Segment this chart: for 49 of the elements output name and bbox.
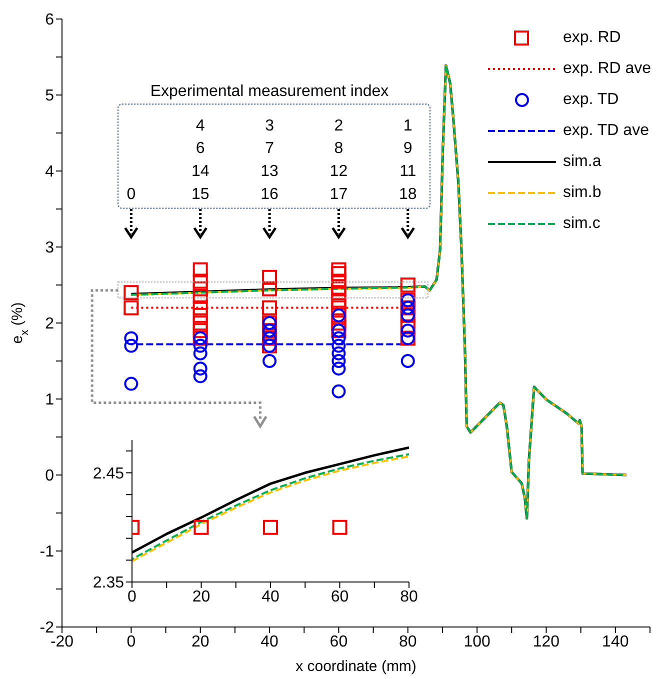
annotation: Experimental measurement index: [150, 82, 389, 100]
y-tick-label: 1: [45, 392, 54, 409]
x-tick-label: 100: [464, 633, 491, 650]
x-tick-label: 60: [330, 633, 348, 650]
legend-label: sim.a: [563, 152, 602, 170]
x-tick-label: 120: [532, 633, 560, 650]
y-tick-label: 2.45: [92, 465, 124, 482]
x-tick-label: 0: [126, 633, 136, 650]
y-tick-label: 2: [45, 316, 54, 333]
annotation: 0: [126, 185, 136, 202]
annotation: 7: [265, 140, 274, 157]
legend-label: exp. RD: [563, 28, 621, 46]
x-tick-label: 80: [398, 633, 417, 650]
x-axis-title: x coordinate (mm): [296, 658, 416, 675]
annotation: 1: [403, 116, 412, 134]
annotation: 2: [334, 116, 344, 134]
annotation: 4: [196, 116, 205, 134]
legend-label: sim.b: [563, 184, 602, 202]
annotation: 16: [260, 185, 279, 202]
y-tick-label: -1: [40, 544, 54, 561]
y-tick-label: 4: [45, 164, 54, 181]
annotation: 6: [196, 140, 205, 157]
x-tick-label: 80: [400, 588, 418, 606]
legend-label: exp. TD ave: [563, 122, 649, 140]
y-tick-label: 0: [45, 468, 54, 485]
x-tick-label: 0: [128, 588, 137, 606]
annotation: 3: [265, 116, 274, 134]
x-tick-label: 40: [262, 588, 280, 606]
x-tick-label: 40: [260, 633, 279, 650]
y-tick-label: 2.35: [92, 574, 124, 592]
y-tick-label: 3: [45, 240, 54, 257]
annotation: 12: [330, 162, 348, 180]
annotation: 8: [334, 140, 344, 157]
x-tick-label: 20: [191, 633, 210, 650]
annotation: 13: [260, 162, 279, 180]
annotation: 18: [398, 185, 417, 202]
annotation: 17: [330, 185, 348, 202]
annotation: 9: [403, 140, 412, 157]
annotation: 11: [400, 162, 416, 180]
x-tick-label: 20: [192, 588, 210, 606]
y-tick-label: 6: [45, 12, 54, 29]
x-tick-label: 140: [602, 633, 629, 650]
y-tick-label: 5: [45, 88, 54, 105]
legend-label: sim.c: [563, 214, 600, 232]
legend-label: exp. RD ave: [563, 60, 652, 78]
annotation: 15: [191, 185, 210, 202]
annotation: 14: [191, 162, 210, 180]
x-tick-label: 60: [330, 588, 349, 606]
legend-label: exp. TD: [563, 90, 619, 108]
